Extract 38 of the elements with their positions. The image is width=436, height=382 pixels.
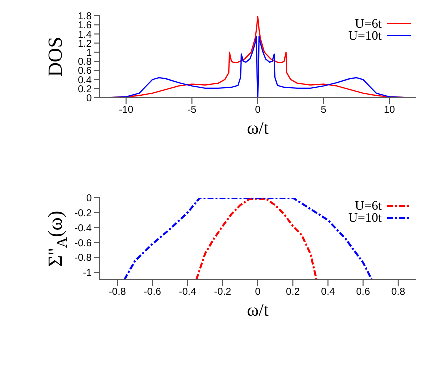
y-tick-label: -0.8 xyxy=(74,253,92,264)
y-tick-label: 1.2 xyxy=(78,38,92,50)
x-tick-label: -10 xyxy=(119,105,134,116)
y-tick-label: 1.4 xyxy=(78,30,92,41)
x-axis-title: ω/t xyxy=(247,300,269,320)
y-tick-label: 1 xyxy=(86,48,92,59)
x-tick-label: 0.4 xyxy=(321,287,336,298)
legend-label: U=10t xyxy=(348,210,382,225)
x-tick-label: -0.6 xyxy=(144,287,162,298)
y-axis-title: DOS xyxy=(45,36,67,78)
line-series xyxy=(196,198,318,280)
y-tick-label: 0 xyxy=(86,94,92,105)
y-tick-label: -0.4 xyxy=(74,223,92,234)
y-tick-label: 0.2 xyxy=(78,84,92,96)
legend-label: U=6t xyxy=(355,198,382,213)
x-tick-label: 5 xyxy=(321,105,328,116)
x-axis-title: ω/t xyxy=(247,118,269,138)
x-tick-label: -0.4 xyxy=(179,287,197,298)
y-tick-label: -0.2 xyxy=(74,208,92,220)
x-tick-label: -5 xyxy=(188,105,198,116)
y-tick-label: 0.8 xyxy=(78,57,92,68)
y-tick-label: -1 xyxy=(83,268,92,280)
y-tick-label: 1.8 xyxy=(78,12,92,23)
y-tick-label: 1.6 xyxy=(78,20,92,32)
x-tick-label: 0 xyxy=(255,105,262,116)
y-tick-label: 0 xyxy=(86,194,92,205)
x-tick-label: 0.6 xyxy=(356,287,371,298)
y-tick-label: 0.6 xyxy=(78,66,92,78)
y-tick-label: -0.6 xyxy=(74,238,92,250)
x-tick-label: 0 xyxy=(255,287,262,298)
x-tick-label: -0.2 xyxy=(214,287,232,298)
x-tick-label: -0.8 xyxy=(108,287,127,298)
legend-label: U=10t xyxy=(348,28,382,43)
x-tick-label: 10 xyxy=(384,105,396,116)
x-tick-label: 0.2 xyxy=(286,287,300,298)
y-tick-label: 0.4 xyxy=(78,75,92,86)
x-tick-label: 0.8 xyxy=(391,287,406,298)
legend-label: U=6t xyxy=(355,16,382,31)
